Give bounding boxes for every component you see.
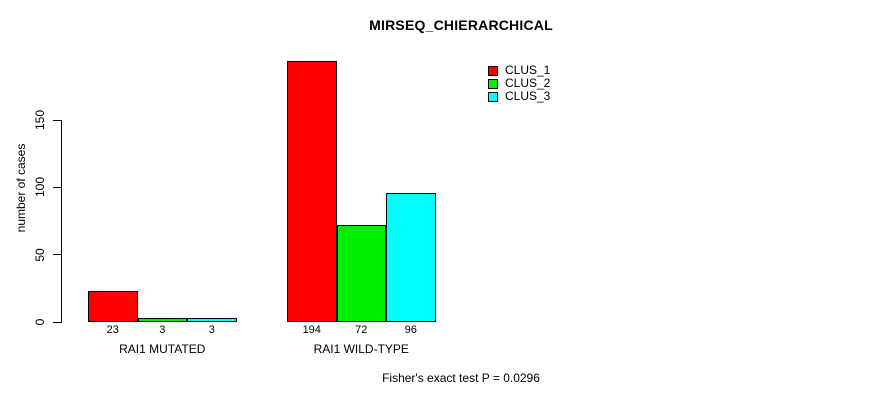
bar-value-label: 194 [302,324,321,336]
bar-clus_2-group1 [137,318,187,322]
legend-swatch-clus-2 [488,78,498,89]
y-axis-tick [53,321,61,323]
y-axis-tick-label: 150 [33,109,47,131]
bar-clus_1-group1 [88,291,138,322]
legend-label-clus-1: CLUS_1 [505,63,551,77]
y-axis-tick [53,186,61,188]
bar-value-label: 3 [208,324,215,336]
legend-item-clus-1: CLUS_1 [488,64,550,77]
legend-label-clus-3: CLUS_3 [505,89,551,103]
y-axis-tick [53,254,61,256]
y-axis-tick-label: 50 [33,247,47,262]
legend-item-clus-3: CLUS_3 [488,90,550,103]
bar-clus_3-group2 [386,193,436,322]
y-axis-label: number of cases [14,143,28,233]
bar-value-label: 23 [106,324,119,336]
bar-value-label: 96 [404,324,417,336]
chart-title: MIRSEQ_CHIERARCHICAL [369,17,553,33]
annotation-fisher-test: Fisher's exact test P = 0.0296 [382,371,540,385]
y-axis-tick-label: 0 [33,318,47,326]
legend-label-clus-2: CLUS_2 [505,76,551,90]
legend-item-clus-2: CLUS_2 [488,77,550,90]
y-axis-line [61,120,62,323]
bar-clus_1-group2 [287,61,337,322]
y-axis-tick [53,119,61,121]
bar-value-label: 3 [159,324,166,336]
legend-swatch-clus-1 [488,65,498,76]
x-axis-category-label: RAI1 WILD-TYPE [313,342,409,356]
y-axis-tick-label: 100 [33,177,47,198]
legend-swatch-clus-3 [488,91,498,102]
bar-clus_3-group1 [187,318,237,322]
x-axis-category-label: RAI1 MUTATED [119,342,206,356]
legend: CLUS_1 CLUS_2 CLUS_3 [488,64,550,103]
bar-clus_2-group2 [336,225,386,322]
bar-value-label: 72 [355,324,368,336]
